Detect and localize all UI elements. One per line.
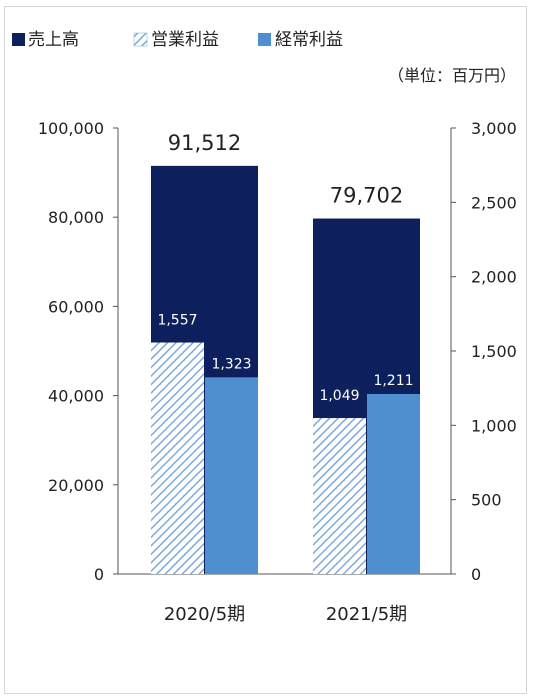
right-tick-label: 1,500: [471, 342, 517, 361]
legend: 売上高 営業利益 経常利益: [12, 30, 343, 50]
legend-label-ordinary: 経常利益: [275, 30, 343, 50]
data-label-ordinary-profit: 1,211: [373, 373, 413, 389]
left-tick-label: 20,000: [48, 476, 104, 495]
left-tick-label: 80,000: [48, 208, 104, 227]
legend-swatch-sales: [12, 33, 25, 46]
data-label-operating-profit: 1,049: [319, 388, 359, 404]
bar-ordinary-profit: [367, 393, 420, 574]
data-label-ordinary-profit: 1,323: [211, 356, 251, 372]
x-axis-categories: 2020/5期 2021/5期: [164, 604, 407, 625]
left-axis-ticks: 100,000 80,000 60,000 40,000 20,000 0: [38, 119, 118, 584]
right-tick-label: 0: [471, 565, 481, 584]
right-tick-label: 2,500: [471, 193, 517, 212]
right-tick-label: 2,000: [471, 268, 517, 287]
data-label-sales: 91,512: [168, 131, 241, 155]
legend-label-operating: 営業利益: [151, 30, 219, 50]
data-labels: 91,512 1,557 1,323 79,702 1,049 1,211: [157, 131, 413, 404]
legend-swatch-operating: [133, 32, 148, 47]
left-tick-label: 60,000: [48, 297, 104, 316]
right-tick-label: 500: [471, 491, 502, 510]
x-category-label: 2020/5期: [164, 604, 245, 625]
left-tick-label: 100,000: [38, 119, 104, 138]
right-tick-label: 1,000: [471, 416, 517, 435]
left-tick-label: 0: [94, 565, 104, 584]
data-label-sales: 79,702: [330, 184, 403, 208]
unit-note: （単位：百万円）: [388, 66, 516, 85]
right-axis-ticks: 3,000 2,500 2,000 1,500 1,000 500 0: [451, 119, 517, 584]
x-category-label: 2021/5期: [326, 604, 407, 625]
bar-ordinary-profit: [205, 377, 258, 574]
bars: [151, 165, 420, 574]
left-tick-label: 40,000: [48, 387, 104, 406]
right-tick-label: 3,000: [471, 119, 517, 138]
data-label-operating-profit: 1,557: [157, 313, 197, 329]
chart-frame: [4, 6, 527, 694]
legend-swatch-ordinary: [258, 33, 271, 46]
legend-label-sales: 売上高: [28, 30, 79, 50]
bar-operating-profit: [313, 418, 366, 574]
bar-operating-profit: [151, 342, 204, 574]
